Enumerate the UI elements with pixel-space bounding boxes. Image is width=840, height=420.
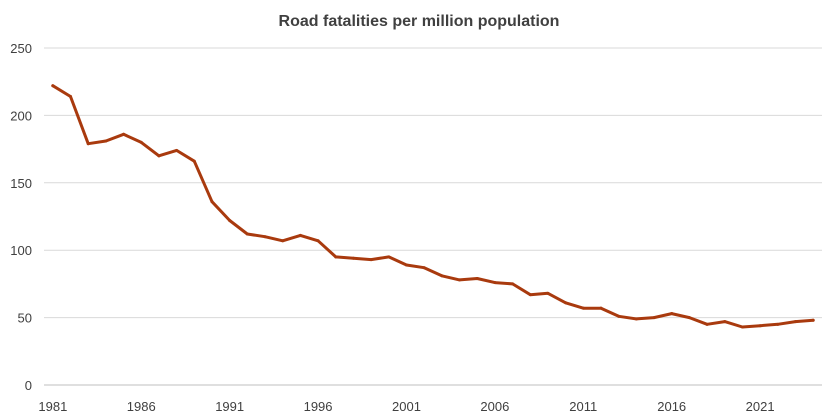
data-point — [404, 263, 408, 267]
data-point — [776, 322, 780, 326]
x-tick-label: 2011 — [569, 399, 597, 414]
data-point — [599, 306, 603, 310]
y-tick-label: 0 — [25, 378, 32, 393]
data-point — [69, 95, 73, 99]
data-point — [422, 266, 426, 270]
data-point — [475, 277, 479, 281]
data-point — [652, 316, 656, 320]
data-point — [546, 291, 550, 295]
data-point — [687, 316, 691, 320]
data-point — [86, 142, 90, 146]
y-axis-tick-labels: 0 50 100 150 200 250 — [10, 41, 32, 393]
data-point — [564, 301, 568, 305]
data-point — [493, 281, 497, 285]
data-point — [387, 255, 391, 259]
gridlines — [44, 47, 822, 319]
x-tick-label: 2001 — [392, 399, 421, 414]
data-point — [157, 154, 161, 158]
data-point — [351, 256, 355, 260]
data-point — [245, 232, 249, 236]
y-tick-label: 200 — [10, 108, 32, 123]
data-point — [104, 139, 108, 143]
x-tick-label: 1991 — [215, 399, 244, 414]
data-point — [793, 320, 797, 324]
data-point — [581, 306, 585, 310]
x-tick-label: 1986 — [127, 399, 156, 414]
data-point — [228, 219, 232, 223]
data-point — [634, 317, 638, 321]
data-point — [369, 258, 373, 262]
x-tick-label: 1981 — [38, 399, 67, 414]
y-tick-label: 100 — [10, 243, 32, 258]
data-point — [334, 255, 338, 259]
x-tick-label: 1996 — [304, 399, 333, 414]
data-point — [281, 239, 285, 243]
data-point — [192, 159, 196, 163]
x-tick-label: 2006 — [480, 399, 509, 414]
chart-title: Road fatalities per million population — [279, 13, 560, 30]
data-point — [458, 278, 462, 282]
x-tick-label: 2016 — [657, 399, 686, 414]
data-point — [316, 239, 320, 243]
data-point — [175, 148, 179, 152]
data-point — [210, 200, 214, 204]
series-group — [51, 84, 815, 329]
data-point — [528, 293, 532, 297]
data-point — [758, 324, 762, 328]
x-tick-label: 2021 — [746, 399, 775, 414]
data-point — [298, 233, 302, 237]
data-point — [740, 325, 744, 329]
data-point — [122, 132, 126, 136]
data-point — [440, 274, 444, 278]
data-point — [670, 312, 674, 316]
data-point — [617, 314, 621, 318]
x-axis-tick-labels: 1981 1986 1991 1996 2001 2006 2011 2016 2021 — [38, 399, 774, 414]
data-point — [139, 140, 143, 144]
data-point — [263, 235, 267, 239]
y-tick-label: 250 — [10, 41, 32, 56]
data-point — [51, 84, 55, 88]
y-tick-label: 150 — [10, 176, 32, 191]
y-tick-label: 50 — [18, 311, 32, 326]
series-line-1 — [51, 84, 815, 329]
data-point — [811, 318, 815, 322]
data-point — [705, 322, 709, 326]
data-point — [723, 320, 727, 324]
data-point — [511, 282, 515, 286]
